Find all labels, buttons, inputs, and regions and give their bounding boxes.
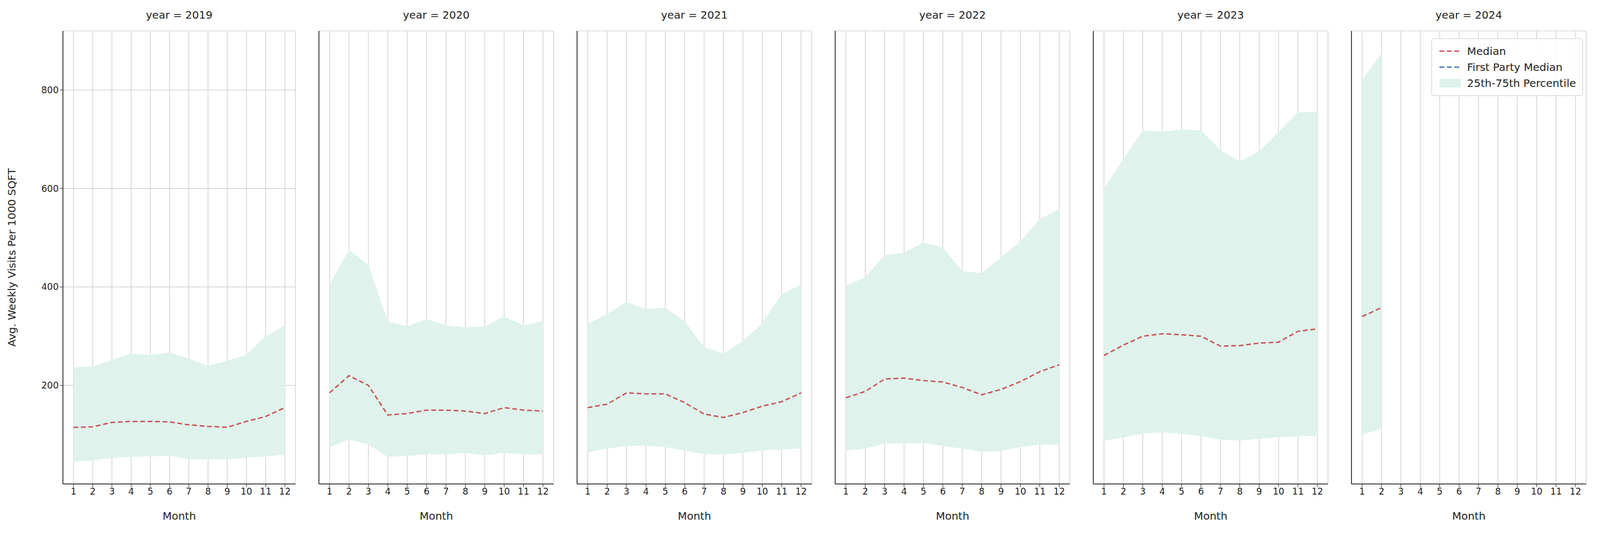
svg-text:9: 9 <box>1256 486 1262 498</box>
svg-text:8: 8 <box>462 486 469 498</box>
svg-text:10: 10 <box>498 486 510 498</box>
svg-text:Avg. Weekly Visits Per 1000 SQ: Avg. Weekly Visits Per 1000 SQFT <box>5 168 19 348</box>
svg-text:5: 5 <box>920 486 927 498</box>
svg-text:12: 12 <box>1569 486 1582 498</box>
svg-text:7: 7 <box>443 486 450 498</box>
svg-text:12: 12 <box>795 486 807 498</box>
html-text:year = 2021: year = 2021 <box>661 8 728 22</box>
svg-text:9: 9 <box>1514 486 1520 498</box>
svg-text:10: 10 <box>240 486 253 498</box>
svg-text:10: 10 <box>1014 486 1027 498</box>
html-text:year = 2020: year = 2020 <box>402 8 470 22</box>
svg-text:3: 3 <box>365 486 372 498</box>
svg-text:8: 8 <box>978 486 985 498</box>
svg-text:9: 9 <box>739 486 746 498</box>
svg-text:12: 12 <box>1311 486 1324 498</box>
html-text:year = 2019: year = 2019 <box>145 8 213 22</box>
svg-text:600: 600 <box>41 183 59 195</box>
svg-text:3: 3 <box>1397 486 1404 498</box>
svg-text:12: 12 <box>1053 486 1066 498</box>
svg-text:6: 6 <box>1197 486 1204 498</box>
svg-text:1: 1 <box>1359 486 1366 498</box>
svg-text:5: 5 <box>404 486 411 498</box>
svg-text:3: 3 <box>881 486 888 498</box>
svg-text:Month: Month <box>162 509 197 523</box>
svg-text:3: 3 <box>108 486 115 498</box>
svg-text:5: 5 <box>1436 486 1443 498</box>
svg-text:10: 10 <box>1272 486 1285 498</box>
svg-text:10: 10 <box>1530 486 1543 498</box>
html-text:First Party Median: First Party Median <box>1467 60 1563 74</box>
svg-text:6: 6 <box>939 486 946 498</box>
svg-text:1: 1 <box>326 486 333 498</box>
svg-text:Month: Month <box>1452 509 1486 523</box>
html-text:year = 2023: year = 2023 <box>1177 8 1244 22</box>
svg-text:800: 800 <box>41 84 59 96</box>
svg-text:6: 6 <box>681 486 688 498</box>
svg-text:4: 4 <box>901 486 908 498</box>
svg-text:1: 1 <box>70 486 77 498</box>
svg-text:5: 5 <box>147 486 154 498</box>
svg-text:11: 11 <box>776 486 788 498</box>
svg-text:1: 1 <box>585 486 591 498</box>
svg-text:5: 5 <box>1178 486 1185 498</box>
svg-text:12: 12 <box>537 486 549 498</box>
svg-text:11: 11 <box>1292 486 1304 498</box>
svg-text:3: 3 <box>623 486 630 498</box>
svg-text:8: 8 <box>1236 486 1243 498</box>
svg-text:11: 11 <box>259 486 272 498</box>
svg-text:400: 400 <box>41 281 59 293</box>
html-text:year = 2022: year = 2022 <box>919 8 986 22</box>
svg-text:4: 4 <box>385 486 391 498</box>
svg-text:4: 4 <box>1159 486 1166 498</box>
svg-text:11: 11 <box>517 486 530 498</box>
svg-text:6: 6 <box>1456 486 1462 498</box>
html-text:25th-75th Percentile: 25th-75th Percentile <box>1467 76 1576 90</box>
svg-text:6: 6 <box>423 486 430 498</box>
svg-text:11: 11 <box>1550 486 1563 498</box>
svg-text:1: 1 <box>1101 486 1108 498</box>
svg-text:2: 2 <box>1120 486 1127 498</box>
svg-text:8: 8 <box>1494 486 1501 498</box>
svg-text:8: 8 <box>205 486 212 498</box>
svg-text:9: 9 <box>997 486 1004 498</box>
svg-text:7: 7 <box>959 486 966 498</box>
svg-text:11: 11 <box>1034 486 1046 498</box>
svg-text:7: 7 <box>1475 486 1482 498</box>
svg-text:2: 2 <box>1378 486 1385 498</box>
svg-text:Month: Month <box>936 509 970 523</box>
svg-text:2: 2 <box>346 486 352 498</box>
svg-text:8: 8 <box>720 486 727 498</box>
svg-text:Month: Month <box>1194 509 1228 523</box>
svg-text:4: 4 <box>128 486 135 498</box>
svg-text:2: 2 <box>89 486 96 498</box>
svg-text:7: 7 <box>1217 486 1224 498</box>
svg-text:Month: Month <box>677 509 712 523</box>
svg-text:200: 200 <box>41 380 59 391</box>
svg-text:9: 9 <box>481 486 488 498</box>
svg-text:4: 4 <box>643 486 650 498</box>
svg-text:2: 2 <box>862 486 869 498</box>
svg-text:9: 9 <box>224 486 231 498</box>
svg-text:5: 5 <box>662 486 669 498</box>
svg-text:2: 2 <box>604 486 611 498</box>
svg-text:Month: Month <box>419 509 454 523</box>
html-text:year = 2024: year = 2024 <box>1435 8 1503 22</box>
svg-text:6: 6 <box>166 486 173 498</box>
html-text:Median: Median <box>1467 44 1506 58</box>
svg-text:4: 4 <box>1417 486 1424 498</box>
svg-text:7: 7 <box>701 486 708 498</box>
svg-text:7: 7 <box>186 486 192 498</box>
svg-text:12: 12 <box>278 486 291 498</box>
svg-text:3: 3 <box>1139 486 1146 498</box>
svg-text:10: 10 <box>756 486 768 498</box>
svg-text:1: 1 <box>843 486 850 498</box>
